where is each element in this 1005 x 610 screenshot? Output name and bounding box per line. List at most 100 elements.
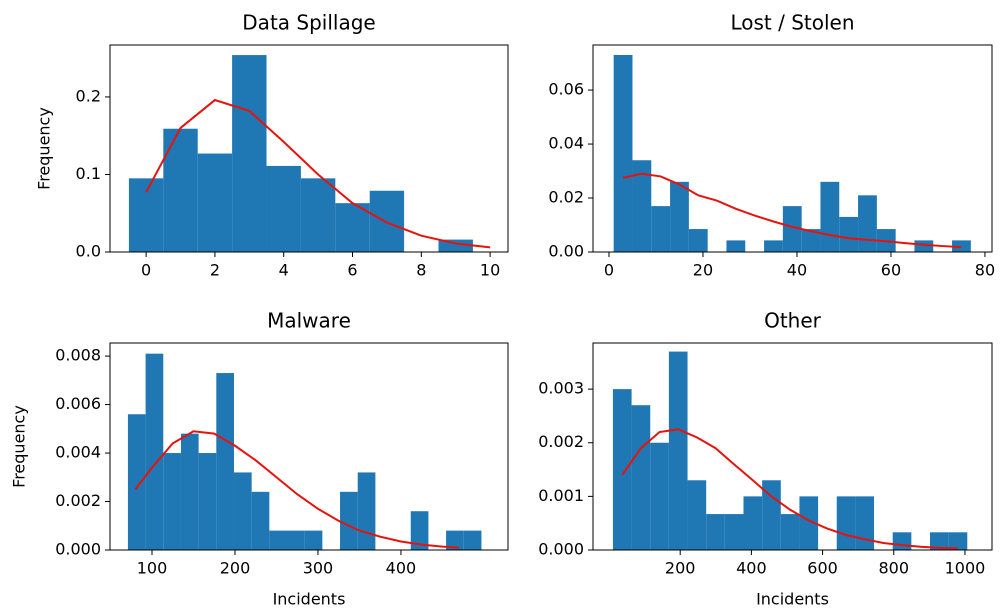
y-tick-label: 0.06 (548, 80, 584, 99)
bar (632, 160, 652, 252)
x-axis-label: Incidents (273, 590, 346, 609)
x-tick-label: 8 (416, 261, 426, 280)
axes-frame (109, 342, 509, 551)
bar (892, 532, 912, 550)
x-tick-label: 200 (220, 559, 251, 578)
bar (948, 532, 968, 550)
fit-curve (134, 430, 460, 549)
y-tick-label: 0.000 (55, 540, 101, 559)
bar (251, 491, 270, 550)
subplot-title: Lost / Stolen (730, 11, 854, 35)
y-tick-label: 0.008 (55, 346, 101, 365)
bar (128, 178, 164, 252)
bar (233, 472, 252, 550)
bar (688, 229, 708, 252)
fit-curve (622, 172, 962, 249)
bar (335, 203, 370, 252)
bar (232, 55, 267, 253)
x-tick-label: 4 (279, 261, 289, 280)
x-tick-label: 1000 (945, 559, 986, 578)
x-tick-label: 80 (975, 261, 995, 280)
bar (631, 405, 651, 550)
y-axis-label: Frequency (35, 107, 54, 190)
bar (163, 453, 181, 550)
y-tick-label: 0.1 (76, 164, 101, 183)
bar (855, 496, 875, 550)
y-tick-label: 0.006 (55, 394, 101, 413)
bar (782, 206, 802, 252)
bar (198, 453, 217, 550)
x-tick-label: 300 (303, 559, 334, 578)
bar (836, 496, 856, 550)
bar (145, 353, 164, 550)
subplot-title: Data Spillage (242, 11, 375, 35)
bar (266, 165, 301, 252)
x-tick-label: 6 (347, 261, 357, 280)
bar (287, 530, 305, 550)
y-tick-label: 0.0 (76, 242, 101, 261)
y-tick-label: 0.002 (538, 432, 584, 451)
fit-curve (145, 98, 491, 249)
bar (820, 181, 840, 252)
bar (650, 442, 669, 550)
x-tick-label: 0 (604, 261, 614, 280)
x-tick-label: 0 (141, 261, 151, 280)
x-tick-label: 800 (878, 559, 909, 578)
fit-curve (621, 428, 958, 550)
bar (369, 190, 405, 252)
bar (651, 206, 671, 252)
bar (340, 491, 358, 550)
bar (929, 532, 949, 550)
bar (858, 195, 877, 252)
bar (839, 216, 859, 252)
y-tick-label: 0.000 (538, 540, 584, 559)
bar (743, 496, 763, 550)
subplot-title: Malware (267, 309, 351, 333)
x-axis-label: Incidents (756, 590, 829, 609)
bar (357, 472, 376, 550)
bar (706, 514, 725, 550)
bar (687, 480, 707, 550)
y-tick-label: 0.004 (55, 443, 101, 462)
y-tick-label: 0.001 (538, 486, 584, 505)
y-tick-label: 0.002 (55, 491, 101, 510)
bar (216, 373, 234, 550)
bar (724, 514, 744, 550)
bar (127, 414, 146, 550)
bar (613, 54, 633, 252)
subplot-title: Other (764, 309, 822, 333)
bar (670, 181, 689, 252)
bar (463, 530, 482, 550)
axes-frame (109, 44, 509, 253)
bar (304, 530, 323, 550)
bar (914, 240, 934, 252)
x-tick-label: 600 (807, 559, 838, 578)
bar (612, 389, 632, 550)
x-tick-label: 40 (787, 261, 807, 280)
bar (799, 496, 819, 550)
axes-frame (592, 44, 993, 253)
bar (668, 351, 688, 550)
bar (300, 178, 336, 252)
bar (180, 433, 199, 550)
y-tick-label: 0.003 (538, 379, 584, 398)
bar (762, 480, 781, 550)
y-tick-label: 0.2 (76, 86, 101, 105)
bar (438, 239, 473, 252)
x-tick-label: 2 (210, 261, 220, 280)
x-tick-label: 20 (693, 261, 713, 280)
bar (269, 530, 288, 550)
bar (780, 514, 800, 550)
x-tick-label: 200 (665, 559, 696, 578)
bar (801, 229, 821, 252)
axes-frame (592, 342, 993, 551)
bar (726, 240, 746, 252)
bar (446, 530, 464, 550)
x-tick-label: 10 (480, 261, 500, 280)
bar (163, 128, 198, 252)
x-tick-label: 400 (386, 559, 417, 578)
y-tick-label: 0.00 (548, 242, 584, 261)
x-tick-label: 100 (137, 559, 168, 578)
bar (764, 240, 783, 252)
